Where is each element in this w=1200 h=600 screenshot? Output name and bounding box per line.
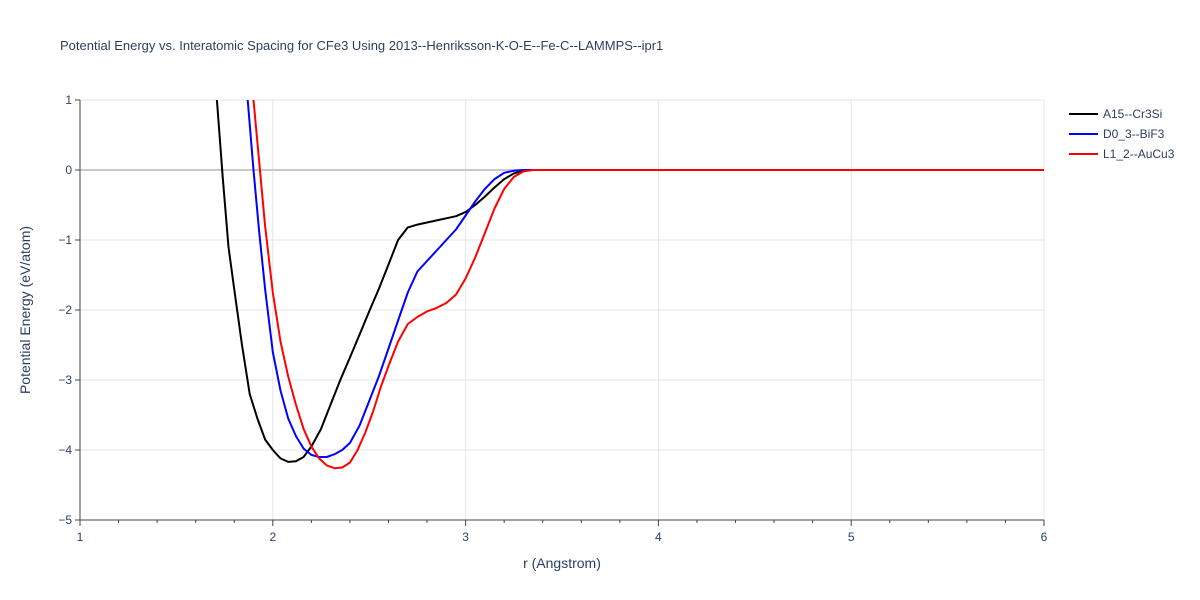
x-tick-label: 1 — [77, 530, 84, 544]
legend-label: D0_3--BiF3 — [1103, 127, 1165, 141]
series-line-3[interactable] — [252, 100, 1045, 470]
axes — [75, 99, 1045, 526]
y-tick-label: −4 — [58, 443, 72, 457]
series-line-2[interactable] — [246, 100, 1044, 458]
series-line-1[interactable] — [215, 100, 1044, 463]
x-tick-label: 3 — [462, 530, 469, 544]
y-tick-label: −3 — [58, 373, 72, 387]
y-tick-label: 1 — [65, 93, 72, 107]
y-tick-label: −1 — [58, 233, 72, 247]
y-tick-label: −2 — [58, 303, 72, 317]
legend-label: A15--Cr3Si — [1103, 107, 1162, 121]
legend-item[interactable]: D0_3--BiF3 — [1069, 127, 1165, 141]
y-axis-label: Potential Energy (eV/atom) — [17, 226, 33, 394]
chart-title: Potential Energy vs. Interatomic Spacing… — [60, 38, 663, 53]
x-tick-label: 6 — [1041, 530, 1048, 544]
y-tick-label: 0 — [65, 163, 72, 177]
x-tick-label: 4 — [655, 530, 662, 544]
y-tick-label: −5 — [58, 513, 72, 527]
series-lines — [215, 100, 1045, 470]
x-tick-label: 5 — [848, 530, 855, 544]
legend-item[interactable]: L1_2--AuCu3 — [1069, 147, 1175, 161]
legend[interactable]: A15--Cr3Si D0_3--BiF3 L1_2--AuCu3 — [1069, 107, 1175, 161]
legend-item[interactable]: A15--Cr3Si — [1069, 107, 1162, 121]
x-tick-label: 2 — [269, 530, 276, 544]
tick-labels: 1 2 3 4 5 6 1 0 −1 −2 −3 −4 −5 — [58, 93, 1047, 544]
x-axis-label: r (Angstrom) — [523, 555, 601, 571]
legend-label: L1_2--AuCu3 — [1103, 147, 1175, 161]
